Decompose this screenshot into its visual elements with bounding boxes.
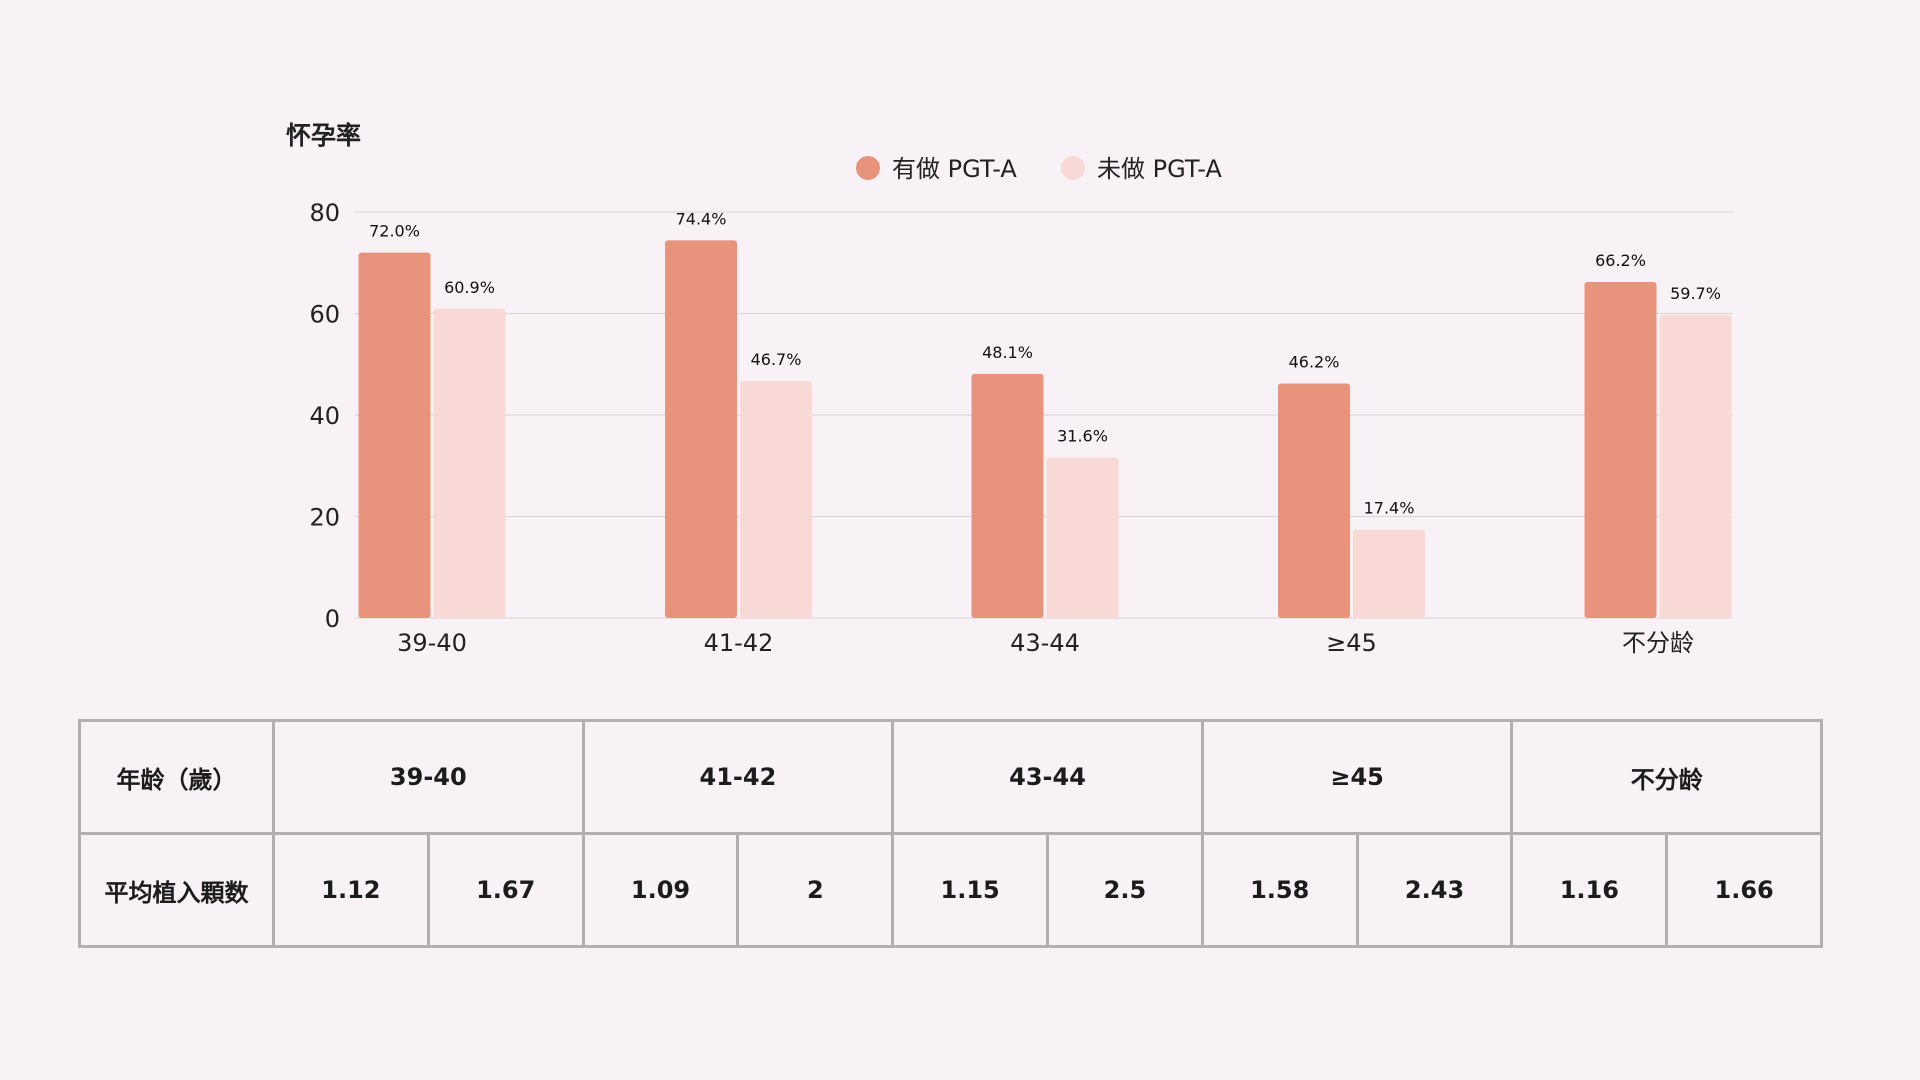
bar — [433, 308, 506, 618]
table-cell: 2.43 — [1355, 832, 1514, 948]
table-cell: 1.15 — [891, 832, 1050, 948]
legend-label: 有做 PGT-A — [892, 155, 1017, 183]
y-axis-title: 怀孕率 — [286, 121, 361, 150]
bar — [1046, 457, 1119, 618]
data-label: 59.7% — [1670, 284, 1721, 303]
x-tick-label: 43-44 — [1010, 629, 1080, 657]
table-group-all-ages: 不分龄 — [1510, 719, 1824, 835]
bar — [740, 380, 812, 618]
data-labels: 72.0% 60.9% 74.4% 46.7% 48.1% 31.6% 46.2% 17.4%… — [369, 209, 1721, 517]
implant-count-table: 年龄（歲） 39-40 41-42 43-44 ≥45 不分龄 平均植入顆数 1… — [78, 719, 1824, 948]
x-tick-label: ≥45 — [1326, 629, 1377, 657]
data-label: 74.4% — [676, 209, 727, 228]
data-label: 72.0% — [369, 222, 420, 241]
table-cell: 1.09 — [581, 832, 740, 948]
bars — [358, 240, 1732, 619]
bar — [1278, 383, 1350, 618]
data-label: 60.9% — [444, 278, 495, 297]
x-axis-ticks: 39-40 41-42 43-44 ≥45 不分龄 — [397, 629, 1694, 657]
table-group-39-40: 39-40 — [272, 719, 585, 835]
y-tick-label: 0 — [325, 605, 340, 633]
table-cell: 1.67 — [426, 832, 585, 948]
y-tick-label: 40 — [309, 402, 340, 430]
x-tick-label: 不分龄 — [1622, 629, 1694, 657]
data-label: 17.4% — [1364, 499, 1415, 518]
bar-chart: 怀孕率 有做 PGT-A 未做 PGT-A 0 20 40 60 80 72.0% 60.9… — [286, 121, 1733, 657]
table-header-row: 年龄（歲） 39-40 41-42 43-44 ≥45 不分龄 — [78, 719, 1824, 835]
bar — [665, 240, 737, 619]
y-tick-label: 20 — [309, 504, 340, 532]
y-tick-label: 60 — [309, 301, 340, 329]
table-row-label: 平均植入顆数 — [78, 832, 275, 948]
bar — [971, 373, 1044, 618]
legend-label: 未做 PGT-A — [1097, 155, 1222, 183]
table-cell: 2 — [736, 832, 895, 948]
x-tick-label: 41-42 — [704, 629, 774, 657]
bar — [358, 252, 431, 618]
y-axis-ticks: 0 20 40 60 80 — [309, 199, 340, 633]
data-label: 31.6% — [1057, 427, 1108, 446]
table-cell: 1.16 — [1510, 832, 1669, 948]
bar — [1659, 315, 1732, 618]
table-cell: 1.12 — [272, 832, 430, 948]
table-cell: 1.66 — [1665, 832, 1824, 948]
data-label: 66.2% — [1595, 251, 1646, 270]
table-row: 平均植入顆数 1.12 1.67 1.09 2 1.15 2.5 1.58 2.… — [78, 832, 1824, 948]
table-group-43-44: 43-44 — [891, 719, 1204, 835]
gridlines — [355, 211, 1733, 619]
table-cell: 2.5 — [1046, 832, 1204, 948]
legend: 有做 PGT-A 未做 PGT-A — [856, 155, 1222, 183]
legend-swatch — [856, 156, 880, 180]
data-label: 46.2% — [1289, 353, 1340, 372]
legend-swatch — [1061, 156, 1085, 180]
data-label: 48.1% — [982, 343, 1033, 362]
bar — [1353, 529, 1425, 618]
x-tick-label: 39-40 — [397, 629, 467, 657]
y-tick-label: 80 — [309, 199, 340, 227]
table-group-41-42: 41-42 — [581, 719, 895, 835]
bar — [1584, 282, 1657, 618]
data-label: 46.7% — [751, 350, 802, 369]
table-group-45-plus: ≥45 — [1200, 719, 1514, 835]
table-header-label: 年龄（歲） — [78, 719, 275, 835]
table-cell: 1.58 — [1200, 832, 1359, 948]
